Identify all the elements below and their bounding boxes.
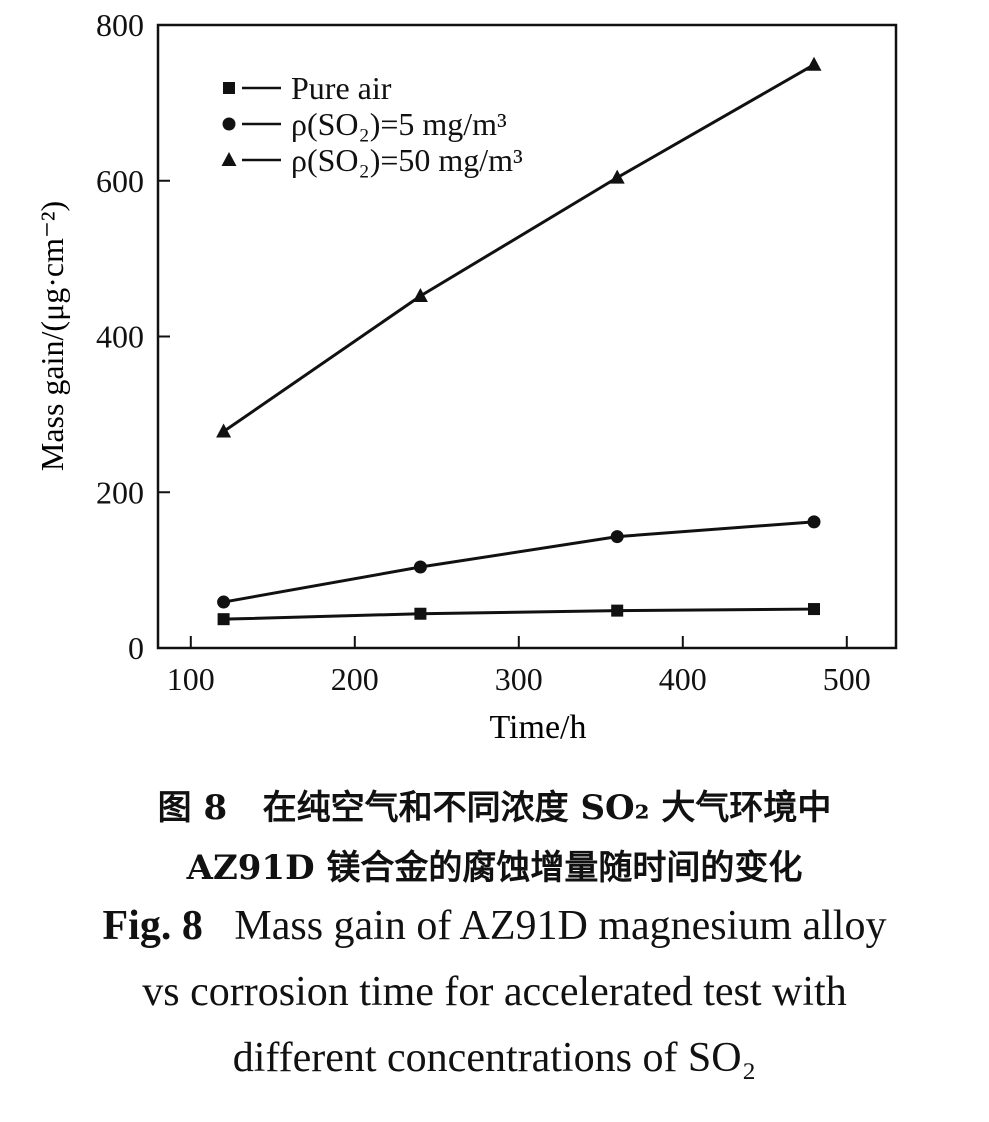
legend-item: ρ(SO₂)=5 mg/m³	[222, 106, 507, 142]
caption-en-line2: vs corrosion time for accelerated test w…	[142, 969, 847, 1015]
y-tick-label: 200	[96, 474, 144, 510]
data-point-triangle	[806, 56, 822, 71]
x-axis-label: Time/h	[489, 709, 586, 746]
caption-cn-line2: AZ91D 镁合金的腐蚀增量随时间的变化	[186, 848, 803, 888]
legend-item: ρ(SO₂)=50 mg/m³	[221, 142, 523, 178]
caption-en-text: Mass gain of AZ91D magnesium alloy	[234, 903, 887, 949]
caption-en-label: Fig. 8	[102, 903, 203, 949]
y-tick-label: 0	[128, 630, 144, 666]
caption-en-line3: different concentrations of SO₂	[232, 1035, 757, 1081]
data-point-triangle	[216, 423, 232, 438]
data-point-square	[808, 603, 820, 616]
y-tick-label: 600	[96, 163, 144, 199]
data-point-triangle	[412, 288, 428, 303]
legend-label: Pure air	[291, 70, 392, 106]
y-axis: 0 200 400 600 800	[96, 7, 170, 666]
series-line	[222, 63, 815, 433]
data-point-square	[217, 613, 230, 626]
series-3	[216, 56, 822, 438]
data-point-square	[611, 604, 624, 617]
legend-label: ρ(SO₂)=5 mg/m³	[291, 106, 507, 142]
series-2	[217, 515, 821, 609]
data-point-circle	[807, 515, 821, 529]
data-point-square	[414, 607, 427, 620]
y-tick-label: 400	[96, 319, 144, 355]
data-point-circle	[217, 595, 231, 609]
series-line	[223, 520, 815, 604]
x-tick-label: 400	[659, 661, 707, 697]
caption-en-line1: Fig. 8 Mass gain of AZ91D magnesium allo…	[0, 902, 989, 950]
series-line	[223, 607, 815, 621]
x-tick-label: 300	[495, 661, 543, 697]
legend-marker-circle	[222, 117, 236, 131]
x-axis: 100 200 300 400 500	[167, 636, 871, 697]
x-tick-label: 500	[823, 661, 871, 697]
data-point-triangle	[609, 169, 625, 184]
data-point-circle	[413, 560, 427, 574]
x-tick-label: 200	[331, 661, 379, 697]
legend-item: Pure air	[223, 70, 392, 106]
legend-marker-square	[223, 82, 235, 94]
caption-cn-line1: 图 8 在纯空气和不同浓度 SO₂ 大气环境中	[0, 780, 989, 829]
y-axis-label: Mass gain/(μg·cm⁻²)	[34, 201, 70, 471]
x-tick-label: 100	[167, 661, 215, 697]
y-tick-label: 800	[96, 7, 144, 43]
plot-frame	[156, 23, 898, 650]
caption-cn-text: 在纯空气和不同浓度 SO₂ 大气环境中	[262, 788, 832, 828]
legend-label: ρ(SO₂)=50 mg/m³	[291, 142, 523, 178]
series-layer	[216, 56, 822, 626]
data-point-circle	[610, 530, 624, 544]
series-1	[217, 603, 820, 626]
legend-marker-triangle	[221, 152, 237, 166]
caption-cn-label: 图 8	[157, 788, 228, 828]
